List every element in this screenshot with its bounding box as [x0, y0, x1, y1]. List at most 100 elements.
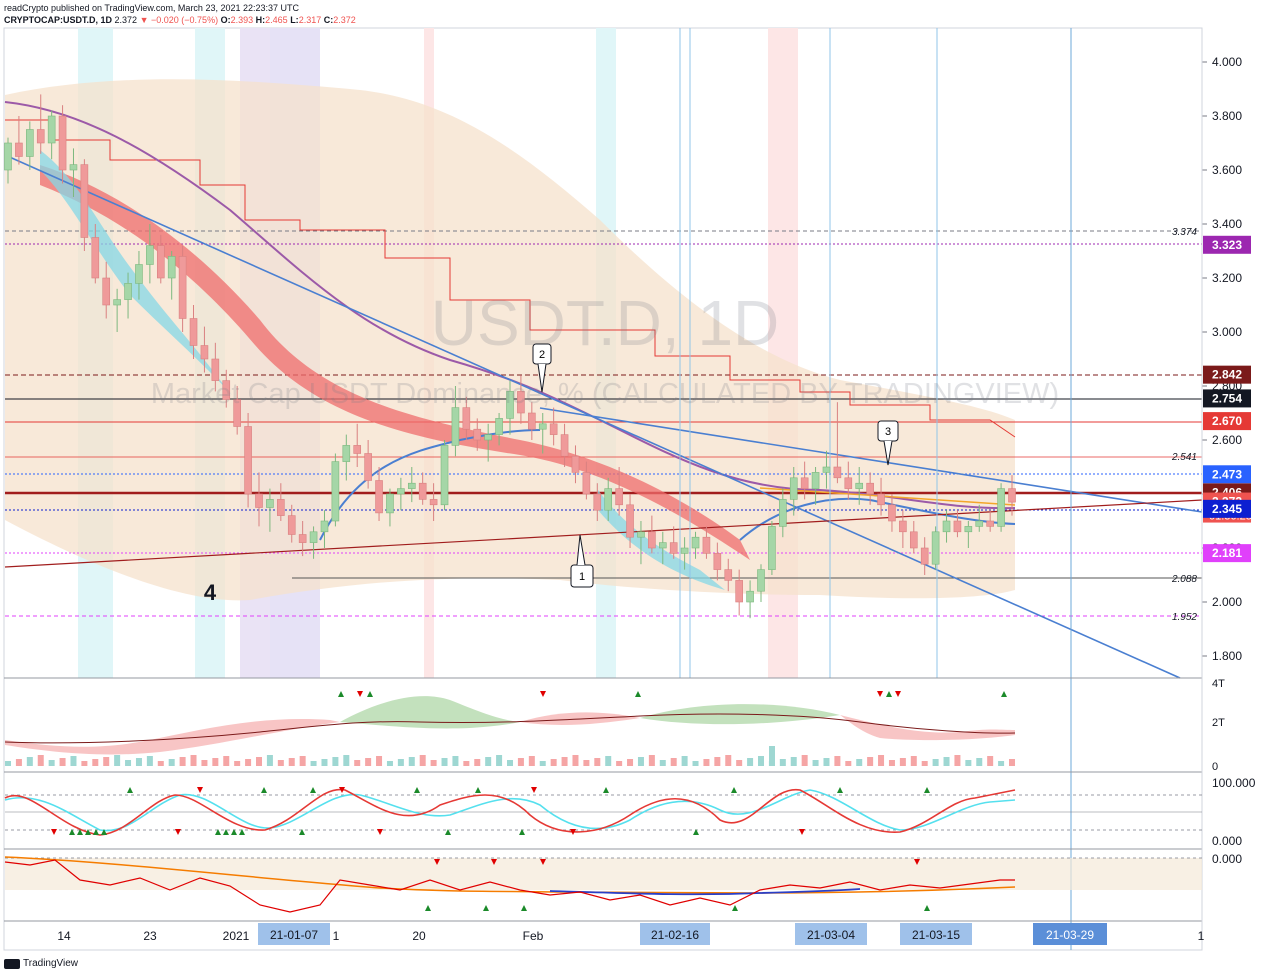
sell-signal-arrow: [570, 829, 576, 835]
volume-bar: [179, 757, 186, 766]
volume-bar: [528, 756, 535, 766]
symbol-line: CRYPTOCAP:USDT.D, 1D 2.372 ▼ −0.020 (−0.…: [4, 14, 904, 26]
time-tick-label: 23: [143, 929, 157, 943]
volume-bar: [5, 761, 11, 766]
price-tick-label: 3.000: [1212, 325, 1242, 339]
volume-bar: [779, 759, 786, 766]
candle-body: [495, 418, 503, 435]
volume-bar: [539, 761, 546, 766]
sell-signal-arrow: [914, 859, 920, 865]
candle-body: [833, 466, 842, 479]
candle-body: [975, 520, 984, 527]
callout-label-4: 4: [204, 580, 217, 605]
candle-body: [931, 531, 940, 565]
callout-2: 2: [532, 343, 552, 393]
price-tick-label: 3.200: [1212, 271, 1242, 285]
volume-bar: [692, 761, 699, 766]
volume-bar: [485, 757, 492, 766]
candle-body: [626, 504, 634, 538]
oscillator-panel: [4, 856, 1202, 913]
buy-signal-arrow: [603, 787, 609, 793]
buy-signal-arrow: [239, 829, 245, 835]
volume-bar: [212, 758, 219, 766]
volume-bar: [987, 756, 994, 766]
candle-body: [582, 472, 591, 495]
volume-bar: [637, 757, 644, 766]
buy-signal-arrow: [310, 787, 316, 793]
volume-bar: [354, 760, 361, 766]
buy-signal-arrow: [261, 787, 267, 793]
price-tag-label: 2.754: [1212, 391, 1242, 405]
sell-signal-arrow: [491, 859, 497, 865]
candle-body: [648, 531, 656, 549]
level-label: 2.541: [1171, 452, 1197, 463]
candle-body: [4, 142, 12, 171]
volume-bar: [463, 761, 470, 766]
candle-body: [779, 499, 787, 527]
price-axis[interactable]: 4.0003.8003.6003.4003.2003.0002.8002.600…: [1202, 55, 1242, 663]
sell-signal-arrow: [540, 691, 546, 697]
volume-bar: [517, 758, 524, 766]
candle-body: [462, 407, 471, 430]
volume-bar: [769, 746, 775, 766]
volume-bar: [26, 757, 33, 766]
buy-signal-arrow: [85, 829, 91, 835]
volume-bar: [834, 756, 841, 766]
candle-body: [102, 277, 111, 306]
candle-body: [80, 164, 89, 238]
candle-body: [953, 520, 962, 533]
candle-body: [997, 488, 1005, 527]
volume-bar: [899, 758, 906, 766]
candle-body: [920, 547, 929, 565]
candle-body: [386, 493, 394, 514]
last-price: 2.372: [114, 15, 138, 25]
candle-body: [713, 553, 722, 570]
stochastic-panel: [4, 787, 1202, 836]
candlestick-series: [4, 94, 1016, 619]
candle-body: [189, 318, 198, 346]
candle-body: [135, 264, 143, 284]
candle-body: [691, 536, 700, 549]
volume-bar: [976, 758, 983, 766]
panel-tick-label: 4T: [1212, 678, 1225, 690]
volume-bar: [277, 760, 284, 766]
candle-body: [342, 445, 351, 462]
volume-bar: [943, 757, 950, 766]
time-axis[interactable]: 14 23 2021 1 20 Feb 1 21-01-07 21-02-16 21-03-04 2…: [57, 923, 1205, 945]
buy-signal-arrow: [731, 787, 737, 793]
candle-body: [69, 164, 78, 171]
buy-signal-arrow: [837, 787, 843, 793]
volume-bar: [168, 759, 175, 766]
volume-bar: [114, 755, 121, 766]
volume-bar: [474, 759, 481, 766]
volume-bar: [888, 760, 895, 766]
candle-body: [604, 488, 613, 511]
time-highlight-label: 21-03-15: [912, 928, 960, 942]
candle-body: [724, 569, 733, 581]
time-tick-label: 1: [333, 929, 340, 943]
sell-signal-arrow: [531, 787, 537, 793]
price-tick-label: 1.800: [1212, 649, 1242, 663]
volume-bar: [223, 756, 230, 766]
buy-signal-arrow: [69, 829, 75, 835]
price-tag-label: 2.181: [1212, 546, 1242, 560]
volume-bar: [681, 756, 688, 766]
candle-body: [255, 493, 263, 508]
volume-bar: [15, 759, 22, 766]
volume-bar: [572, 755, 579, 766]
callout-label-1: 1: [579, 571, 585, 583]
buy-signal-arrow: [475, 787, 481, 793]
candle-body: [364, 453, 372, 481]
candle-body: [222, 380, 231, 400]
buy-signal-arrow: [338, 691, 344, 697]
low-value: 2.317: [298, 15, 322, 25]
candle-body: [757, 569, 765, 592]
buy-signal-arrow: [693, 829, 699, 835]
candle-body: [517, 391, 525, 414]
price-tick-label: 3.400: [1212, 217, 1242, 231]
candle-body: [888, 504, 896, 522]
volume-bar: [561, 757, 568, 766]
callout-label-3: 3: [885, 426, 891, 438]
vertical-markers: [679, 28, 1072, 950]
